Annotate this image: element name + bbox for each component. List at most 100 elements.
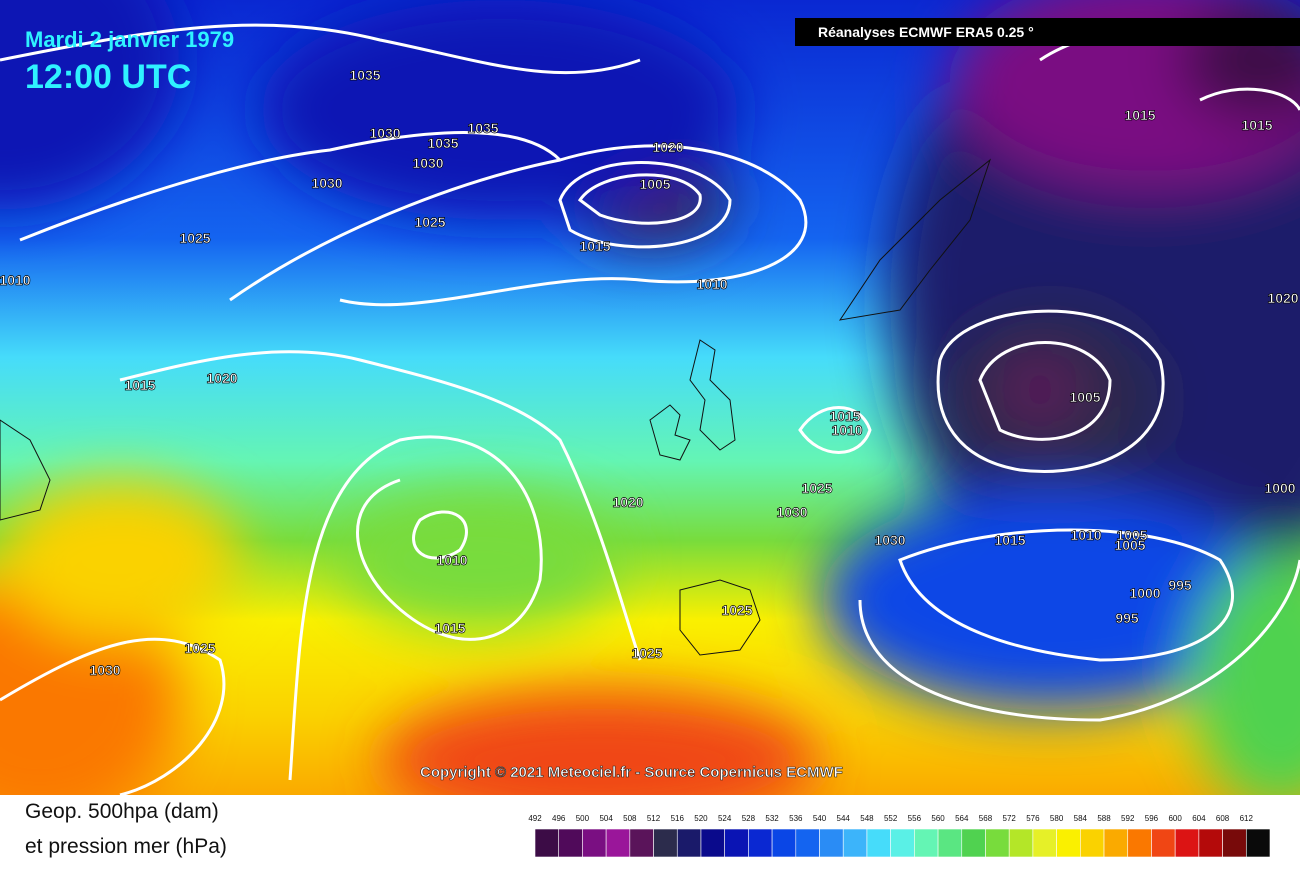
isobar-label: 1010 xyxy=(0,272,31,288)
colorbar-swatch xyxy=(866,828,891,858)
colorbar-swatch xyxy=(937,828,963,858)
colorbar-label: 552 xyxy=(884,814,898,823)
colorbar-swatch xyxy=(748,828,773,858)
isobar-label: 995 xyxy=(1115,610,1139,626)
isobar-label: 1025 xyxy=(721,602,752,618)
colorbar-swatch xyxy=(771,828,797,858)
colorbar-label: 548 xyxy=(860,814,874,823)
colorbar-swatch xyxy=(1245,828,1271,858)
colorbar-label: 592 xyxy=(1121,814,1135,823)
isobar-label: 1025 xyxy=(184,640,215,656)
colorbar-swatch xyxy=(1151,828,1176,858)
colorbar-swatch xyxy=(795,828,820,858)
isobar-label: 1025 xyxy=(801,480,832,496)
isobar-label: 1005 xyxy=(1114,537,1145,553)
isobar-label: 1010 xyxy=(1070,527,1101,543)
colorbar-label: 536 xyxy=(789,814,803,823)
colorbar-label: 556 xyxy=(908,814,922,823)
colorbar-label: 492 xyxy=(528,814,542,823)
isobar-label: 995 xyxy=(1168,577,1192,593)
colorbar-label: 608 xyxy=(1216,814,1230,823)
isobar-label: 1015 xyxy=(579,238,610,254)
isobar-label: 1010 xyxy=(696,276,727,292)
isobar-label: 1005 xyxy=(639,176,670,192)
isobar-label: 1030 xyxy=(369,125,400,141)
isobar-label: 1035 xyxy=(467,120,498,136)
colorbar-swatch xyxy=(1174,828,1200,858)
colorbar-swatch xyxy=(582,828,607,858)
colorbar-swatch xyxy=(1127,828,1152,858)
colorbar-label: 540 xyxy=(813,814,827,823)
colorbar-label: 532 xyxy=(765,814,779,823)
source-banner xyxy=(795,18,1300,46)
colorbar-swatch xyxy=(914,828,939,858)
isobar-label: 1015 xyxy=(1124,107,1155,123)
isobar-label: 1030 xyxy=(89,662,120,678)
isobar-label: 1015 xyxy=(829,408,860,424)
colorbar-swatch xyxy=(605,828,631,858)
time-text: 12:00 UTC xyxy=(25,58,191,96)
colorbar-label: 568 xyxy=(979,814,993,823)
isobar-label: 1015 xyxy=(124,377,155,393)
colorbar-swatch xyxy=(700,828,725,858)
isobar-label: 1030 xyxy=(311,175,342,191)
colorbar-swatch xyxy=(629,828,654,858)
colorbar-swatch xyxy=(1080,828,1105,858)
legend-title: et pression mer (hPa) xyxy=(25,835,227,858)
colorbar-swatch xyxy=(961,828,986,858)
isobar-label: 1020 xyxy=(1267,290,1298,306)
field xyxy=(0,0,1300,795)
isobar-label: 1000 xyxy=(1129,585,1160,601)
source-text: Réanalyses ECMWF ERA5 0.25 ° xyxy=(818,24,1034,40)
isobar-label: 1025 xyxy=(179,230,210,246)
colorbar-swatch xyxy=(1032,828,1057,858)
colorbar-label: 560 xyxy=(931,814,945,823)
colorbar-label: 600 xyxy=(1168,814,1182,823)
isobar-label: 1000 xyxy=(1264,480,1295,496)
colorbar-label: 520 xyxy=(694,814,708,823)
colorbar-swatch xyxy=(653,828,678,858)
colorbar-swatch xyxy=(819,828,844,858)
isobar-label: 1030 xyxy=(874,532,905,548)
colorbar-label: 508 xyxy=(623,814,637,823)
colorbar-swatch xyxy=(724,828,749,858)
colorbar-label: 528 xyxy=(742,814,756,823)
colorbar-swatch xyxy=(890,828,915,858)
isobar-label: 1010 xyxy=(436,552,467,568)
colorbar-swatch xyxy=(558,828,583,858)
colorbar-label: 524 xyxy=(718,814,732,823)
colorbar-label: 504 xyxy=(599,814,613,823)
isobar-label: 1015 xyxy=(1241,117,1272,133)
colorbar-label: 604 xyxy=(1192,814,1206,823)
colorbar-label: 564 xyxy=(955,814,969,823)
isobar-label: 1005 xyxy=(1069,389,1100,405)
isobar-label: 1015 xyxy=(994,532,1025,548)
colorbar-label: 496 xyxy=(552,814,566,823)
colorbar-swatch xyxy=(534,828,560,858)
colorbar-label: 572 xyxy=(1003,814,1017,823)
isobar-label: 1025 xyxy=(414,214,445,230)
colorbar-label: 596 xyxy=(1145,814,1159,823)
date-text: Mardi 2 janvier 1979 xyxy=(25,27,234,52)
colorbar-swatch xyxy=(1008,828,1034,858)
colorbar-label: 588 xyxy=(1097,814,1111,823)
colorbar-label: 512 xyxy=(647,814,661,823)
legend-title: Geop. 500hpa (dam) xyxy=(25,800,219,823)
copyright: Copyright © 2021 Meteociel.fr - Source C… xyxy=(420,764,843,781)
isobar-label: 1015 xyxy=(434,620,465,636)
isobar-label: 1030 xyxy=(412,155,443,171)
isobar-label: 1020 xyxy=(206,370,237,386)
isobar-label: 1010 xyxy=(831,422,862,438)
colorbar-label: 576 xyxy=(1026,814,1040,823)
isobar-label: 1030 xyxy=(776,504,807,520)
colorbar-swatch xyxy=(1222,828,1247,858)
colorbar-swatch xyxy=(842,828,868,858)
colorbar-swatch xyxy=(1103,828,1129,858)
isobar-label: 1025 xyxy=(631,645,662,661)
colorbar-label: 544 xyxy=(837,814,851,823)
colorbar-swatch xyxy=(1198,828,1223,858)
isobar-label: 1020 xyxy=(612,494,643,510)
colorbar-swatch xyxy=(1056,828,1081,858)
colorbar: 492 496 500 504 508 512 516 520 524 528 532 536 540 5… xyxy=(528,814,1271,858)
